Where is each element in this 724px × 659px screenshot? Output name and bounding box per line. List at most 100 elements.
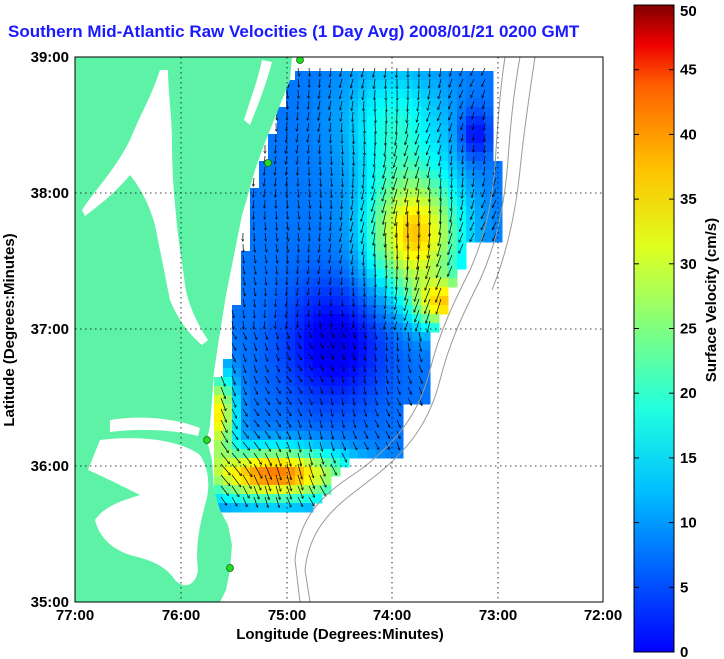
velocity-cell [322, 152, 332, 162]
velocity-cell [268, 449, 278, 459]
velocity-cell [394, 206, 404, 216]
velocity-arrow [385, 375, 388, 384]
velocity-cell [277, 143, 287, 153]
y-tick-label: 36:00 [31, 458, 69, 475]
velocity-cell [241, 386, 251, 396]
velocity-cell [259, 332, 269, 342]
velocity-arrow [473, 177, 474, 187]
velocity-cell [277, 260, 287, 270]
velocity-arrow [297, 287, 298, 295]
velocity-cell [313, 80, 323, 90]
velocity-cell [466, 233, 476, 243]
velocity-arrow [352, 254, 354, 264]
velocity-cell [430, 287, 440, 297]
velocity-arrow [364, 287, 365, 297]
colorbar-gradient [633, 4, 675, 653]
velocity-cell [277, 107, 287, 117]
velocity-cell [331, 251, 341, 261]
velocity-cell [421, 224, 431, 234]
velocity-cell [286, 242, 296, 252]
velocity-cell [439, 197, 449, 207]
velocity-cell [277, 233, 287, 243]
velocity-arrow [341, 122, 342, 132]
velocity-cell [385, 152, 395, 162]
velocity-arrow [308, 364, 313, 370]
velocity-cell [367, 179, 377, 189]
velocity-cell [313, 467, 323, 477]
velocity-arrow [407, 397, 412, 405]
velocity-cell [367, 413, 377, 423]
velocity-cell [322, 71, 332, 81]
velocity-cell [286, 197, 296, 207]
velocity-arrow [407, 353, 410, 362]
velocity-cell [394, 395, 404, 405]
velocity-arrow [396, 122, 397, 134]
velocity-arrow [253, 210, 254, 219]
colorbar-tick-label: 15 [680, 450, 697, 467]
velocity-cell [268, 152, 278, 162]
velocity-arrow [438, 100, 442, 110]
velocity-arrow [297, 155, 298, 164]
velocity-arrow [330, 232, 332, 241]
velocity-arrow [331, 166, 332, 176]
velocity-cell [385, 89, 395, 99]
velocity-arrow [319, 386, 323, 393]
velocity-arrow [414, 298, 420, 312]
velocity-cell [466, 125, 476, 135]
velocity-cell [421, 197, 431, 207]
velocity-arrow [397, 67, 398, 78]
velocity-arrow [330, 430, 333, 439]
velocity-arrow [308, 298, 309, 306]
velocity-cell [376, 377, 386, 387]
velocity-arrow [264, 496, 268, 508]
velocity-cell [376, 404, 386, 414]
velocity-arrow [418, 353, 422, 362]
velocity-cell [259, 404, 269, 414]
velocity-cell [448, 224, 458, 234]
velocity-cell [457, 161, 467, 171]
velocity-cell [277, 197, 287, 207]
colorbar-tick-label: 40 [680, 126, 697, 143]
velocity-cell [448, 206, 458, 216]
velocity-arrow [319, 89, 320, 98]
velocity-arrow [353, 375, 354, 383]
velocity-cell [277, 332, 287, 342]
velocity-cell [448, 125, 458, 135]
velocity-arrow [436, 265, 442, 278]
velocity-cell [214, 431, 224, 441]
velocity-arrow [429, 232, 431, 248]
velocity-arrow [308, 155, 309, 164]
velocity-cell [394, 341, 404, 351]
velocity-cell [214, 404, 224, 414]
velocity-cell [430, 170, 440, 180]
velocity-arrow [362, 78, 365, 88]
velocity-cell [367, 251, 377, 261]
velocity-arrow [416, 320, 420, 331]
velocity-cell [304, 404, 314, 414]
velocity-cell [403, 134, 413, 144]
velocity-arrow [341, 265, 342, 274]
velocity-cell [358, 116, 368, 126]
velocity-cell [367, 431, 377, 441]
velocity-cell [358, 251, 368, 261]
velocity-arrow [363, 441, 368, 450]
velocity-arrow [275, 243, 278, 252]
velocity-cell [376, 161, 386, 171]
velocity-arrow [417, 254, 420, 269]
velocity-cell [259, 179, 269, 189]
velocity-arrow [438, 89, 442, 99]
velocity-cell [340, 152, 350, 162]
velocity-cell [313, 431, 323, 441]
velocity-cell [313, 206, 323, 216]
velocity-cell [322, 458, 332, 468]
velocity-cell [286, 458, 296, 468]
velocity-arrow [275, 386, 280, 393]
velocity-arrow [329, 111, 332, 121]
velocity-cell [277, 134, 287, 144]
velocity-cell [322, 404, 332, 414]
velocity-cell [331, 143, 341, 153]
velocity-cell [466, 89, 476, 99]
velocity-cell [295, 395, 305, 405]
velocity-arrow [253, 430, 260, 438]
velocity-cell [340, 314, 350, 324]
